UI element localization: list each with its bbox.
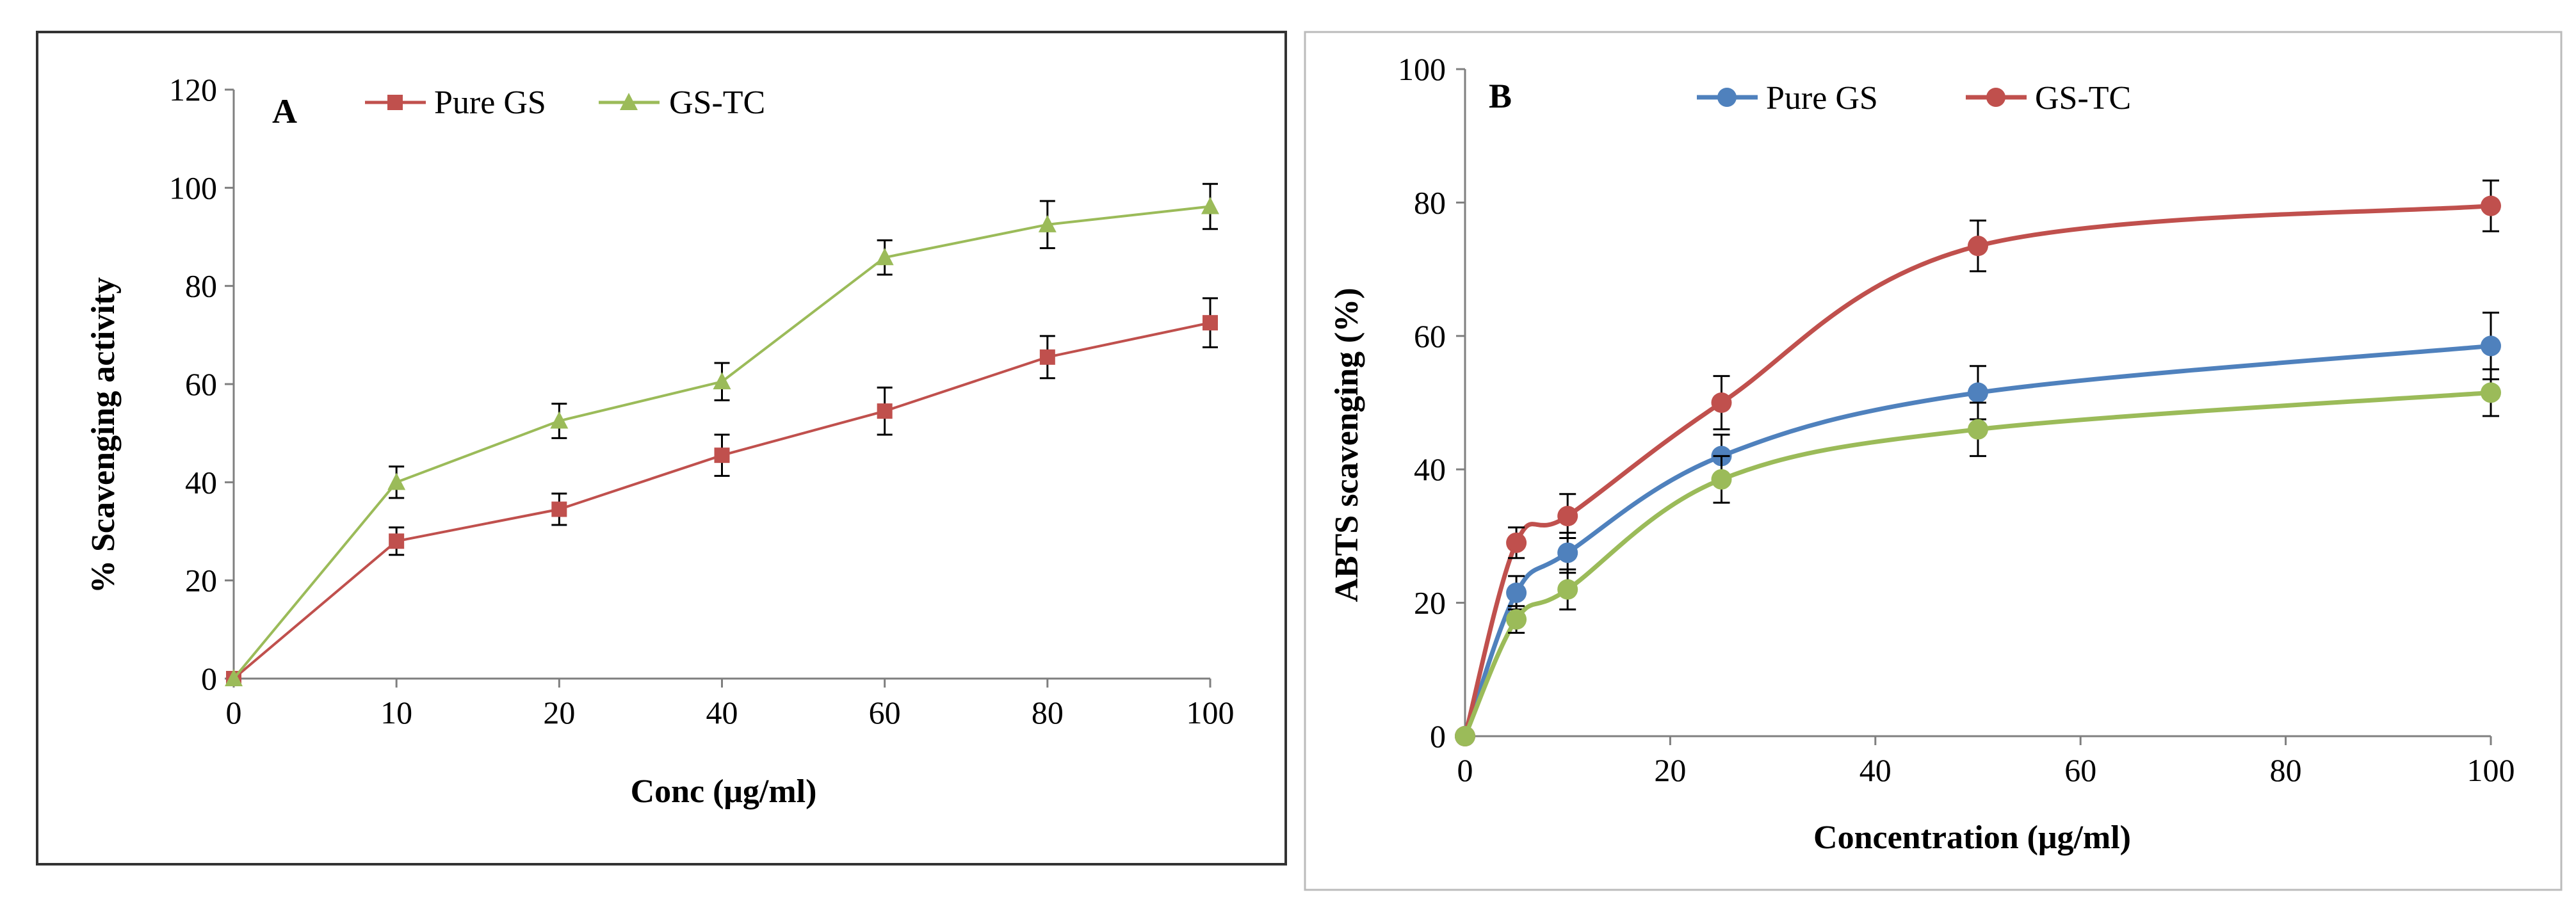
panel-a-y-tick-label: 40: [185, 464, 217, 500]
panel-b-y-tick-label: 100: [1398, 51, 1446, 87]
panel-a-x-tick-label: 80: [1032, 695, 1064, 730]
panel-a-x-tick-label: 20: [543, 695, 575, 730]
panel-a-x-tick-label: 60: [869, 695, 901, 730]
panel-a-axes: 0 20 40 60 80 100 120 0 10 20 40 60 80 100: [169, 72, 1235, 730]
panel-a-x-tick-label: 10: [380, 695, 412, 730]
panel-b-x-tick-label: 20: [1654, 752, 1686, 788]
panel-b-point-gs-tc: [1506, 532, 1527, 553]
panel-b-label: B: [1489, 77, 1512, 115]
panel-b-legend: Pure GS GS-TC: [1697, 80, 2131, 117]
panel-b-point-gs-tc: [1557, 506, 1578, 527]
panel-a-x-tick-label: 0: [226, 695, 242, 730]
panel-b-point-gs-tc: [2481, 195, 2501, 216]
legend-pure-gs-marker-b: [1717, 88, 1737, 107]
panel-a-y-tick-label: 100: [169, 170, 217, 205]
panel-b-series-gs-tc: [1455, 179, 2501, 746]
panel-a: A 0 20 40 60 80 100 120 0 10 20 40 60 80 100 Pure GS …: [36, 31, 1287, 866]
panel-b-x-tick-label: 80: [2270, 752, 2302, 788]
legend-gs-tc-marker-a: [620, 93, 638, 110]
panel-a-border: [36, 31, 1287, 866]
panel-b-series: [1455, 179, 2501, 746]
panel-b-point-pure-gs: [1557, 542, 1578, 563]
panel-b-y-tick-label: 40: [1414, 451, 1446, 487]
panel-a-series: [225, 182, 1219, 686]
panel-b-y-tick-label: 20: [1414, 585, 1446, 621]
panel-b-point-series-3: [2481, 382, 2501, 403]
panel-b-series-series-3: [1455, 368, 2501, 746]
panel-a-x-tick-label: 100: [1187, 695, 1235, 730]
panel-a-point-pure-gs: [389, 533, 405, 549]
panel-a-x-title: Conc (μg/ml): [631, 773, 817, 810]
panel-a-point-gs-tc: [387, 472, 406, 490]
panel-b-point-series-3: [1506, 609, 1527, 630]
panel-b-point-series-3: [1557, 579, 1578, 600]
panel-b-border: [1304, 31, 2563, 891]
panel-b-axes: 0 20 40 60 80 100 0 20 40 60 80 100: [1398, 51, 2515, 788]
panel-b-point-gs-tc: [1711, 392, 1732, 413]
panel-b-y-tick-label: 0: [1430, 718, 1446, 754]
panel-a-x-tick-label: 40: [706, 695, 738, 730]
panel-a-point-gs-tc: [550, 411, 569, 429]
panel-a-point-pure-gs: [1203, 315, 1218, 331]
panel-a-y-tick-label: 0: [201, 661, 217, 697]
panel-b-line-gs-tc: [1462, 204, 2493, 739]
panel-b-point-pure-gs: [2481, 335, 2501, 357]
panel-a-point-pure-gs: [714, 447, 730, 463]
legend-pure-gs-label-b: Pure GS: [1766, 80, 1878, 117]
panel-a-point-pure-gs: [877, 403, 893, 419]
panel-b-y-title: ABTS scavenging (%): [1329, 287, 1365, 602]
panel-a-y-tick-label: 60: [185, 366, 217, 402]
legend-pure-gs-label-a: Pure GS: [434, 85, 546, 121]
panel-a-series-gs-tc: [225, 182, 1219, 686]
panel-b-point-series-3: [1968, 419, 1988, 440]
panel-a-y-tick-label: 120: [169, 72, 217, 108]
panel-a-point-gs-tc: [225, 669, 243, 686]
panel-a-point-gs-tc: [875, 248, 894, 266]
legend-pure-gs-marker-a: [387, 95, 403, 110]
panel-b-x-tick-label: 0: [1457, 752, 1473, 788]
legend-gs-tc-marker-b: [1986, 88, 2005, 107]
panel-a-label: A: [272, 92, 297, 131]
panel-b-point-pure-gs: [1506, 582, 1527, 603]
panel-a-y-title: % Scavenging activity: [85, 277, 122, 593]
panel-b-x-tick-label: 100: [2467, 752, 2515, 788]
panel-a-legend: Pure GS GS-TC: [365, 85, 765, 121]
panel-a-series-pure-gs: [226, 297, 1218, 686]
legend-gs-tc-label-a: GS-TC: [669, 85, 765, 121]
panel-b-x-title: Concentration (μg/ml): [1813, 819, 2131, 856]
panel-b-y-tick-label: 60: [1414, 318, 1446, 354]
panel-b-y-tick-label: 80: [1414, 184, 1446, 220]
panel-a-y-tick-label: 20: [185, 563, 217, 599]
panel-a-point-gs-tc: [1038, 214, 1057, 232]
panel-b-point-series-3: [1455, 726, 1475, 746]
panel-b-x-tick-label: 60: [2064, 752, 2096, 788]
panel-a-point-gs-tc: [713, 372, 731, 390]
panel-a-y-tick-label: 80: [185, 268, 217, 304]
legend-gs-tc-label-b: GS-TC: [2035, 80, 2131, 117]
panel-a-point-pure-gs: [551, 501, 567, 517]
panel-b-point-series-3: [1711, 469, 1732, 490]
panel-b-x-tick-label: 40: [1859, 752, 1891, 788]
panel-b-series-pure-gs: [1455, 311, 2501, 746]
panel-b: B 0 20 40 60 80 100 0 20 40 60 80 100 Pure GS GS-TC…: [1304, 31, 2563, 891]
panel-a-point-gs-tc: [1201, 197, 1219, 214]
panel-a-point-pure-gs: [1039, 349, 1055, 365]
panel-b-point-pure-gs: [1968, 382, 1988, 403]
panel-b-point-gs-tc: [1968, 236, 1988, 257]
